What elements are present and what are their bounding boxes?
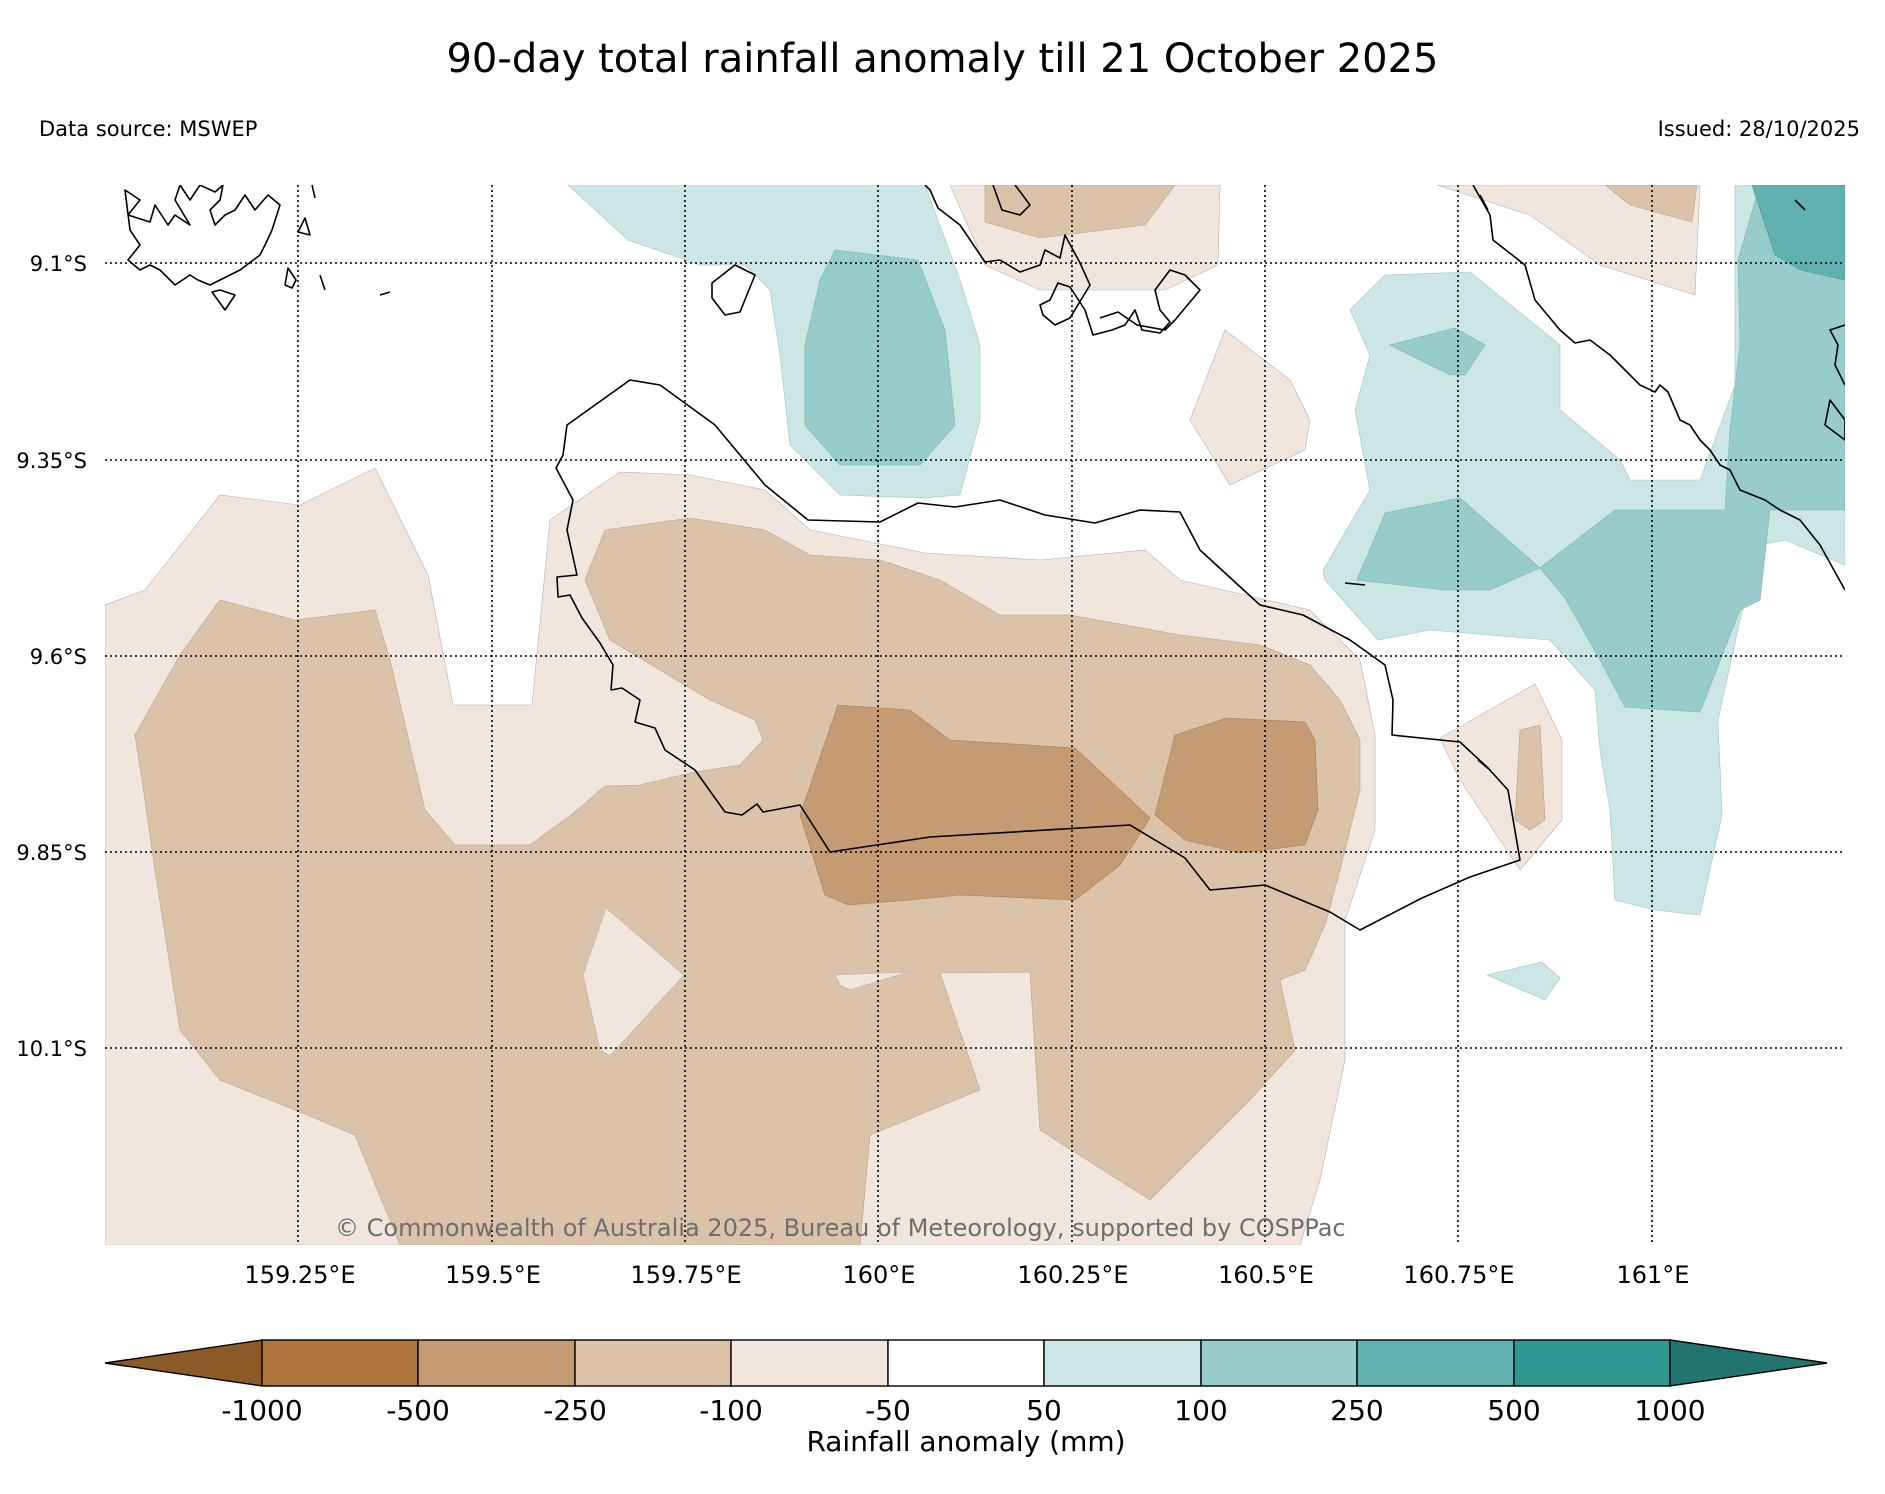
lat-label: 9.35°S xyxy=(16,449,87,473)
anomaly-band-dark-teal xyxy=(1751,185,1845,281)
lon-label: 161°E xyxy=(1617,1261,1690,1289)
lat-label: 9.85°S xyxy=(16,841,87,865)
issued-date-label: Issued: 28/10/2025 xyxy=(1657,117,1860,141)
lat-label: 10.1°S xyxy=(16,1037,87,1061)
colorbar-segment xyxy=(1043,1339,1202,1387)
colorbar-title: Rainfall anomaly (mm) xyxy=(806,1425,1125,1458)
colorbar-tick: 100 xyxy=(1174,1394,1227,1427)
lon-label: 160°E xyxy=(843,1261,916,1289)
data-source-label: Data source: MSWEP xyxy=(39,117,258,141)
colorbar-segment xyxy=(574,1339,732,1387)
colorbar-tick: -1000 xyxy=(221,1394,302,1427)
colorbar-segment xyxy=(1200,1339,1358,1387)
colorbar-segment xyxy=(1513,1339,1671,1387)
lon-label: 159.25°E xyxy=(244,1261,355,1289)
map-title: 90-day total rainfall anomaly till 21 Oc… xyxy=(446,36,1439,82)
lon-label: 160.75°E xyxy=(1403,1261,1514,1289)
colorbar-tick: 1000 xyxy=(1634,1394,1705,1427)
anomaly-band-brown xyxy=(799,704,1319,906)
colorbar-tick: -500 xyxy=(386,1394,450,1427)
colorbar xyxy=(104,1339,1828,1387)
colorbar-tick: -250 xyxy=(543,1394,607,1427)
longitude-labels: 159.25°E 159.5°E 159.75°E 160°E 160.25°E… xyxy=(244,1261,1689,1289)
colorbar-tick: 50 xyxy=(1026,1394,1062,1427)
anomaly-band-tan xyxy=(134,185,1698,1245)
colorbar-extend-high xyxy=(1669,1339,1828,1387)
colorbar-tick: -50 xyxy=(865,1394,911,1427)
lon-label: 160.5°E xyxy=(1218,1261,1314,1289)
lat-label: 9.6°S xyxy=(30,645,87,669)
graticule xyxy=(105,185,1845,1245)
colorbar-extend-low xyxy=(104,1339,263,1387)
colorbar-segment xyxy=(1356,1339,1515,1387)
lon-label: 159.5°E xyxy=(445,1261,541,1289)
anomaly-band-light-tan-inner xyxy=(582,907,909,1057)
colorbar-segment xyxy=(730,1339,889,1387)
map-plot-area: © Commonwealth of Australia 2025, Bureau… xyxy=(105,185,1845,1245)
colorbar-ticks: -1000 -500 -250 -100 -50 50 100 250 500 … xyxy=(221,1394,1705,1427)
colorbar-segment xyxy=(887,1339,1045,1387)
colorbar-tick: -100 xyxy=(699,1394,763,1427)
colorbar-tick: 500 xyxy=(1487,1394,1540,1427)
colorbar-segment xyxy=(417,1339,576,1387)
lon-label: 159.75°E xyxy=(630,1261,741,1289)
colorbar-segment xyxy=(261,1339,419,1387)
anomaly-band-mid-teal xyxy=(804,185,1845,713)
colorbar-tick: 250 xyxy=(1330,1394,1383,1427)
copyright-text: © Commonwealth of Australia 2025, Bureau… xyxy=(335,1214,1346,1242)
lat-label: 9.1°S xyxy=(30,252,87,276)
lon-label: 160.25°E xyxy=(1017,1261,1128,1289)
latitude-labels: 9.1°S 9.35°S 9.6°S 9.85°S 10.1°S xyxy=(16,252,87,1061)
